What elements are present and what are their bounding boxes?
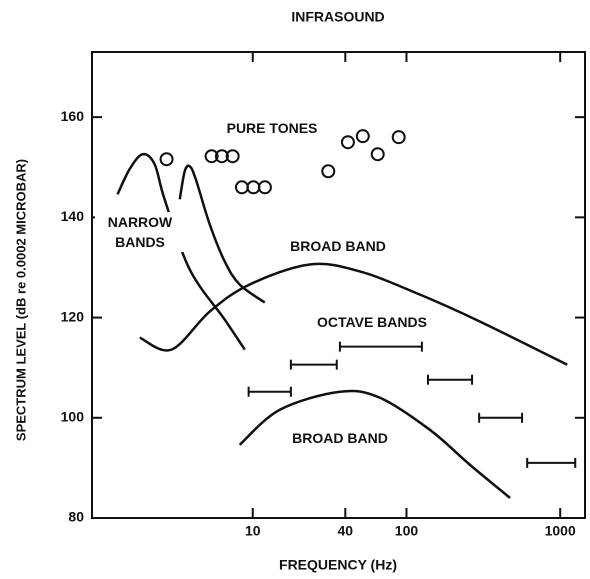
x-tick-label: 100 xyxy=(395,523,419,539)
pure-tone-point xyxy=(391,130,406,145)
y-tick-label: 140 xyxy=(61,208,85,224)
octave-band xyxy=(338,341,423,352)
pure-tone-point xyxy=(159,152,174,167)
pure-tone-point xyxy=(257,180,272,195)
y-tick-label: 120 xyxy=(61,308,85,324)
plot-frame xyxy=(91,51,586,519)
series-label: PURE TONES xyxy=(226,120,318,136)
octave-band xyxy=(526,457,577,468)
x-tick-label: 10 xyxy=(245,523,261,539)
x-tick-label: 40 xyxy=(338,523,354,539)
pure-tone-point xyxy=(214,149,229,164)
pure-tone-point xyxy=(321,164,336,179)
x-tick-label: 1000 xyxy=(545,523,576,539)
pure-tone-point xyxy=(340,135,355,150)
octave-band xyxy=(247,386,292,397)
series-label: OCTAVE BANDS xyxy=(317,314,427,330)
series-label: BROAD BAND xyxy=(292,430,388,446)
y-axis-label: SPECTRUM LEVEL (dB re 0.0002 MICROBAR) xyxy=(13,159,28,441)
octave-band xyxy=(426,374,474,385)
y-tick-label: 100 xyxy=(61,408,85,424)
series-label: NARROW BANDS xyxy=(95,212,185,252)
curve xyxy=(178,164,266,304)
pure-tone-point xyxy=(370,147,385,162)
pure-tone-point xyxy=(204,149,219,164)
pure-tone-point xyxy=(355,129,370,144)
curve xyxy=(238,389,511,499)
pure-tone-point xyxy=(246,180,261,195)
octave-band xyxy=(478,412,524,423)
y-tick-label: 80 xyxy=(68,509,84,525)
y-tick-label: 160 xyxy=(61,108,85,124)
series-label: BROAD BAND xyxy=(290,238,386,254)
pure-tone-point xyxy=(225,149,240,164)
curve xyxy=(116,152,246,351)
curve xyxy=(139,262,568,366)
pure-tone-point xyxy=(234,180,249,195)
x-axis-label: FREQUENCY (Hz) xyxy=(279,557,397,573)
octave-band xyxy=(289,359,338,370)
chart-title: INFRASOUND xyxy=(291,9,384,25)
